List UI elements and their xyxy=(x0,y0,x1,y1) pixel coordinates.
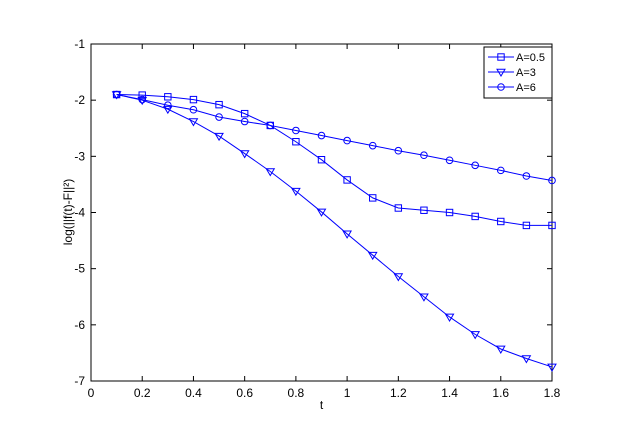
y-axis-label: log(||f(t)-F||²) xyxy=(61,179,75,245)
series-triangle-down xyxy=(111,91,557,372)
data-point xyxy=(317,131,326,140)
series-line xyxy=(116,94,552,226)
data-point xyxy=(497,217,505,226)
x-axis-ticks: 0 0.2 0.4 0.6 0.8 1 1.2 1.4 1.6 1.8 xyxy=(88,44,561,400)
data-point xyxy=(137,96,148,106)
data-point xyxy=(369,194,377,202)
data-point xyxy=(343,136,351,145)
legend-label: A=0.5 xyxy=(516,52,545,64)
data-point xyxy=(445,156,454,165)
data-point xyxy=(138,95,147,104)
data-point xyxy=(292,138,300,146)
data-point xyxy=(522,221,531,230)
legend-marker xyxy=(497,83,505,91)
y-tick-label: -1 xyxy=(74,37,85,51)
data-point xyxy=(138,91,146,99)
x-tick-label: 0.4 xyxy=(185,386,202,400)
y-tick-label: -6 xyxy=(74,318,85,332)
data-point xyxy=(445,208,454,217)
data-point xyxy=(471,212,479,221)
data-point xyxy=(291,187,301,197)
data-point xyxy=(471,161,479,170)
data-point xyxy=(470,331,481,340)
series-line xyxy=(116,94,553,368)
data-point xyxy=(521,355,532,364)
data-point xyxy=(189,105,198,114)
legend-entry: A=3 xyxy=(488,67,536,79)
data-point xyxy=(367,251,378,261)
data-point xyxy=(444,313,455,322)
data-point xyxy=(522,172,531,180)
data-point xyxy=(420,151,428,160)
x-tick-label: 0.6 xyxy=(236,386,253,400)
legend-marker xyxy=(497,53,505,61)
data-point xyxy=(240,109,249,118)
y-tick-label: -5 xyxy=(74,262,85,276)
data-point xyxy=(368,141,377,150)
data-point xyxy=(548,221,556,230)
data-point xyxy=(548,176,556,185)
x-tick-label: 0.2 xyxy=(134,386,151,400)
data-point xyxy=(162,105,173,115)
series-square xyxy=(112,90,556,230)
data-point xyxy=(215,113,223,121)
x-tick-label: 1.6 xyxy=(492,386,509,400)
data-point xyxy=(496,166,505,175)
legend-label: A=6 xyxy=(516,82,536,94)
y-tick-label: -3 xyxy=(74,149,85,163)
data-point xyxy=(393,273,404,282)
data-point xyxy=(189,95,198,104)
data-point xyxy=(292,126,300,135)
data-point xyxy=(394,146,403,155)
data-point xyxy=(495,345,506,354)
y-tick-label: -4 xyxy=(74,206,85,220)
x-axis-label: t xyxy=(320,398,324,412)
data-point xyxy=(316,208,327,217)
legend-label: A=3 xyxy=(516,67,536,79)
legend-marker xyxy=(496,68,506,77)
data-point xyxy=(394,204,403,212)
y-tick-label: -2 xyxy=(74,93,85,107)
x-tick-label: 1.2 xyxy=(390,386,407,400)
data-point xyxy=(317,156,326,164)
legend-entry: A=0.5 xyxy=(488,52,545,64)
series-circle xyxy=(112,90,556,185)
data-point xyxy=(266,121,275,130)
x-tick-label: 1.4 xyxy=(441,386,458,400)
data-point xyxy=(239,150,250,159)
x-tick-label: 0.8 xyxy=(288,386,305,400)
data-point xyxy=(265,168,276,177)
data-point xyxy=(164,101,172,110)
series-line xyxy=(116,94,553,181)
data-point xyxy=(188,118,199,127)
data-point xyxy=(547,363,557,372)
data-point xyxy=(240,117,249,126)
y-tick-label: -7 xyxy=(74,374,85,388)
x-tick-label: 1.8 xyxy=(544,386,561,400)
y-axis-ticks: -7 -6 -5 -4 -3 -2 -1 xyxy=(74,37,552,388)
x-tick-label: 1 xyxy=(344,386,351,400)
x-tick-label: 0 xyxy=(88,386,95,400)
series-layer xyxy=(111,90,557,372)
data-point xyxy=(112,90,121,99)
data-point xyxy=(420,206,428,214)
legend-entry: A=6 xyxy=(488,82,536,94)
data-point xyxy=(214,132,224,142)
data-point xyxy=(419,293,429,302)
data-point xyxy=(164,93,172,101)
data-point xyxy=(215,100,223,109)
data-point xyxy=(342,230,352,239)
data-point xyxy=(343,176,351,184)
legend: A=0.5 A=3 A=6 xyxy=(483,46,553,99)
